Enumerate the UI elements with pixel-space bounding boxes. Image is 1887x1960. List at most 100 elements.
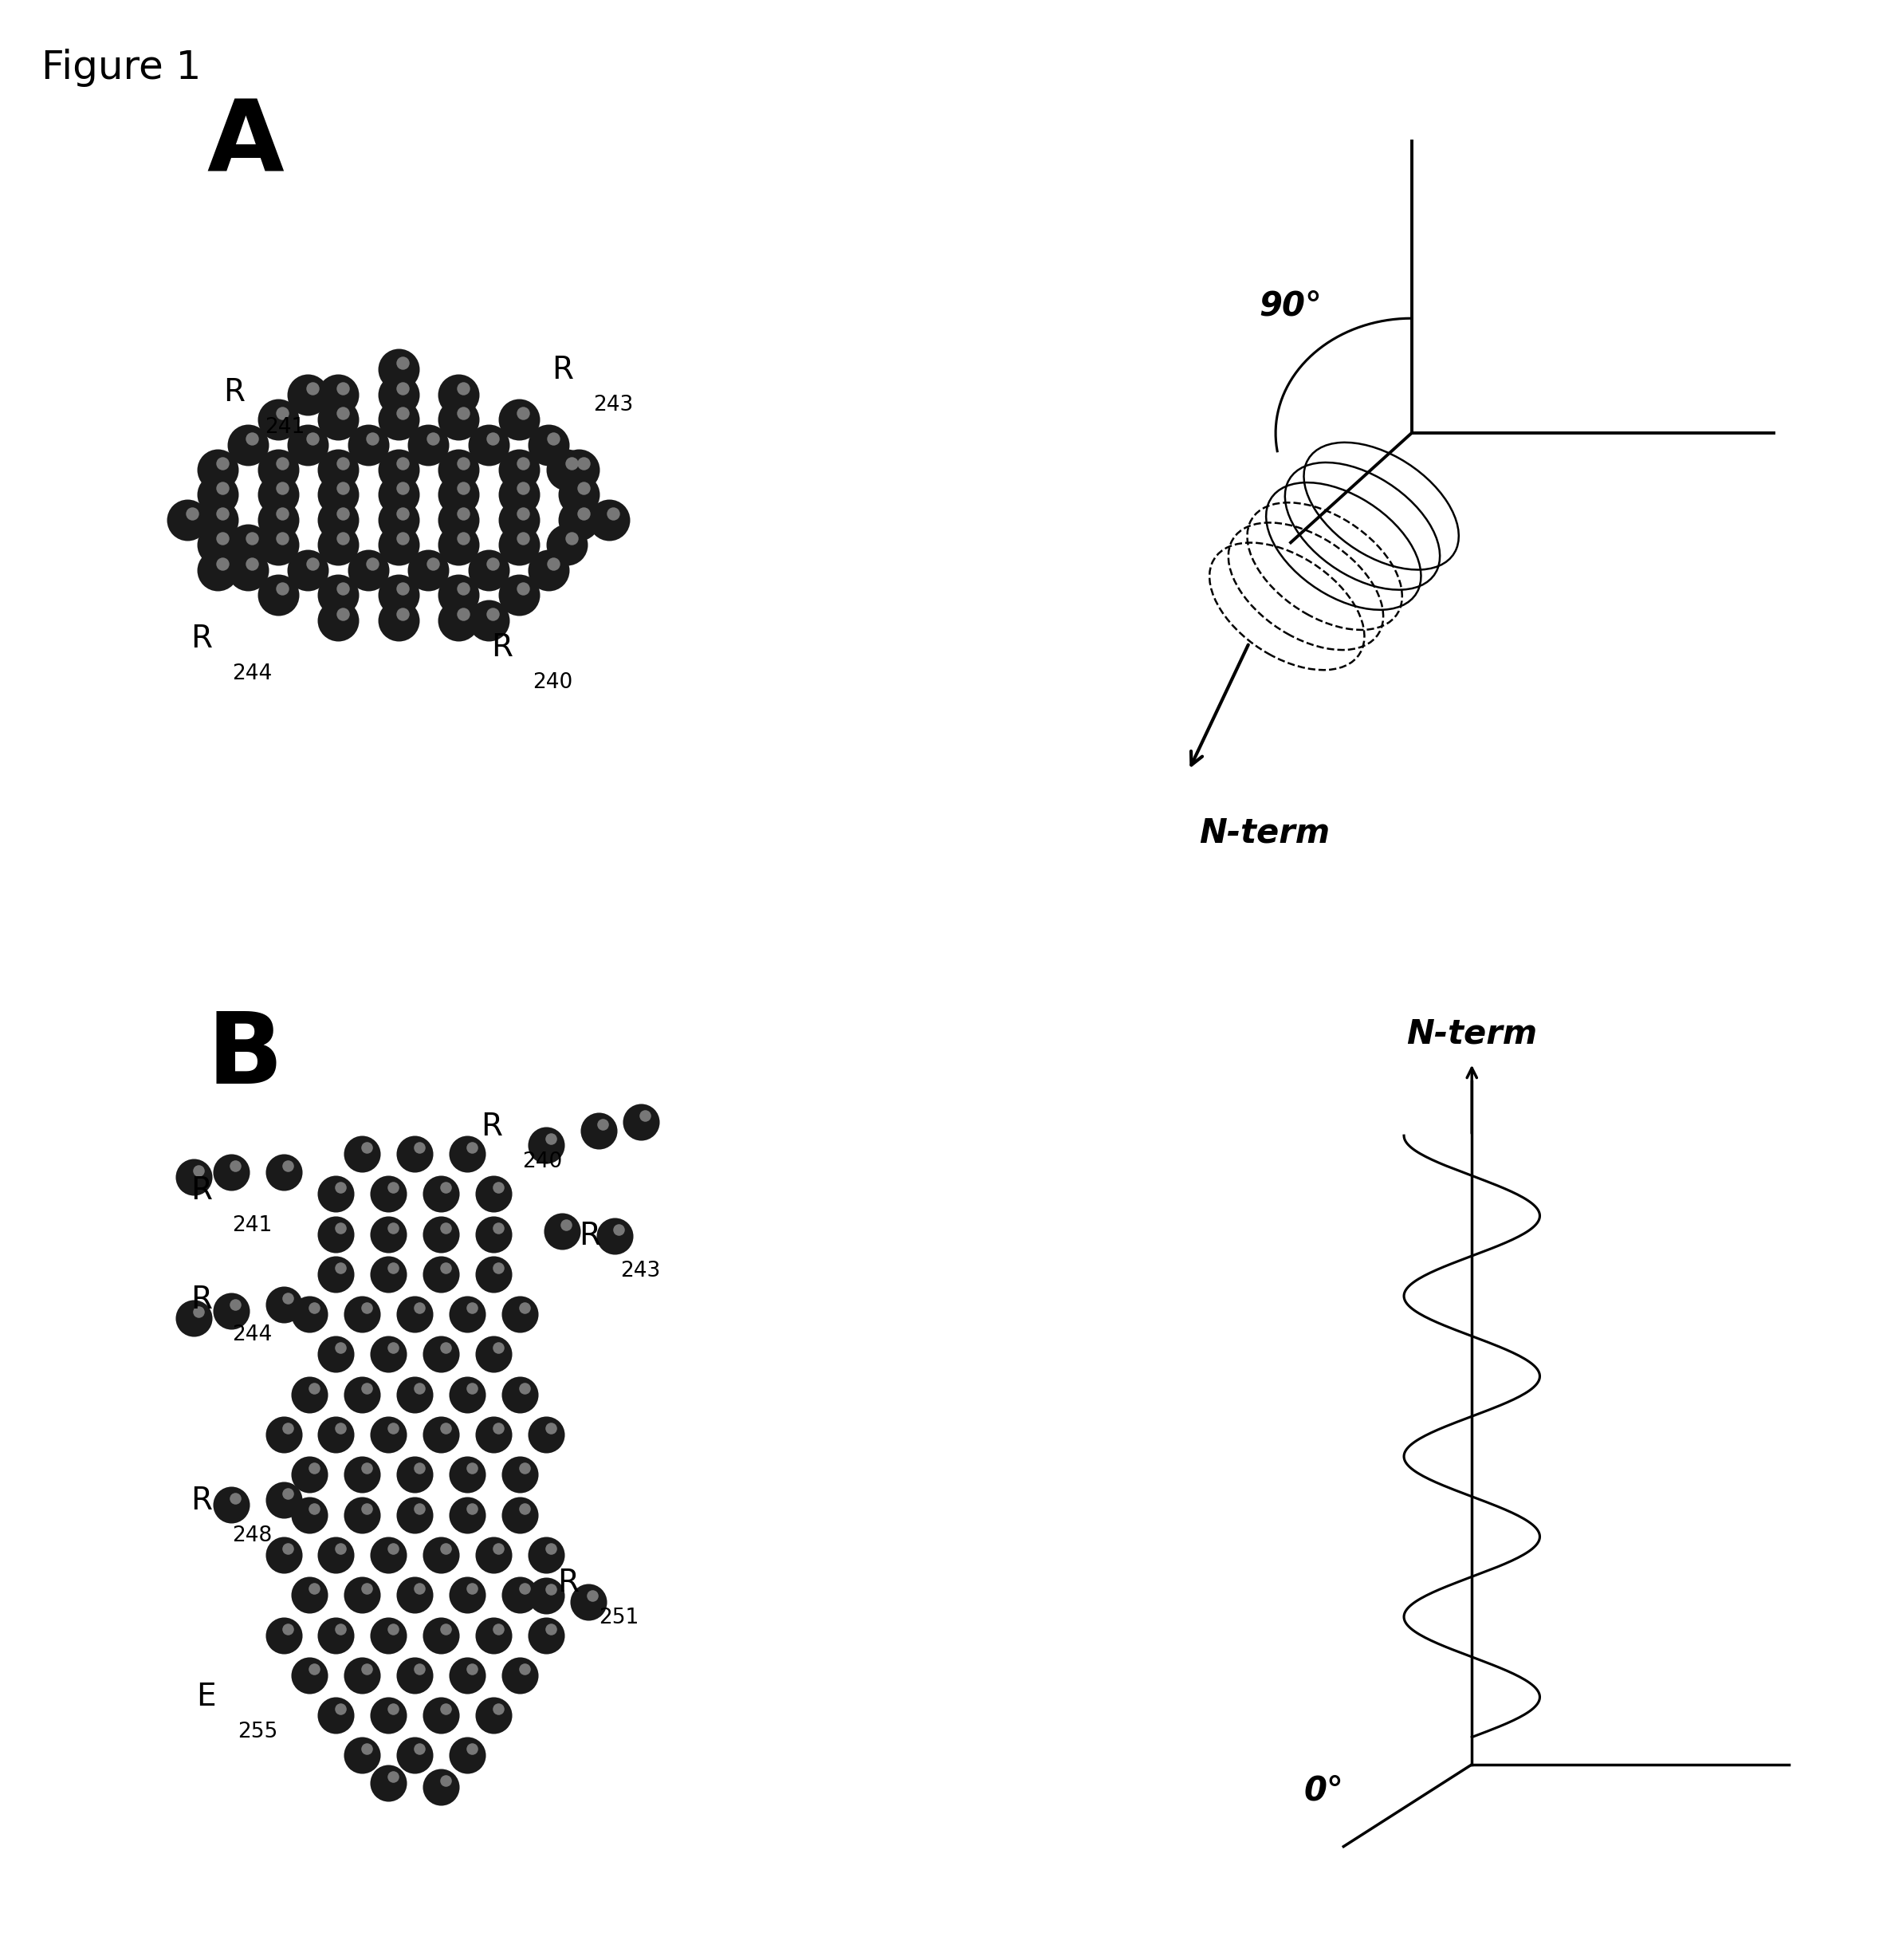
Point — [232, 555, 262, 586]
Point — [479, 1219, 509, 1250]
Point — [274, 1533, 304, 1564]
Point — [325, 1211, 355, 1243]
Point — [294, 1378, 325, 1409]
Point — [426, 1258, 457, 1290]
Point — [589, 1109, 619, 1141]
Point — [530, 1580, 560, 1611]
Point — [443, 504, 474, 535]
Point — [457, 1494, 487, 1525]
Point — [598, 498, 628, 529]
Text: 241: 241 — [232, 1215, 272, 1237]
Point — [374, 1768, 404, 1799]
Text: R: R — [191, 1286, 211, 1315]
Point — [443, 378, 474, 410]
Point — [430, 1211, 460, 1243]
Point — [347, 1499, 377, 1531]
Point — [221, 1288, 251, 1319]
Point — [353, 555, 383, 586]
Text: A: A — [208, 96, 283, 192]
Point — [383, 378, 413, 410]
Point — [268, 498, 298, 529]
Text: Figure 1: Figure 1 — [42, 49, 202, 88]
Text: 248: 248 — [232, 1525, 272, 1546]
Point — [404, 1494, 434, 1525]
Point — [426, 1339, 457, 1370]
Point — [268, 523, 298, 555]
Point — [387, 347, 417, 378]
Point — [400, 1499, 430, 1531]
Point — [453, 1458, 483, 1490]
Point — [323, 455, 353, 486]
Point — [383, 455, 413, 486]
Point — [208, 472, 238, 504]
Point — [453, 1499, 483, 1531]
Point — [383, 353, 413, 384]
Point — [268, 572, 298, 604]
Point — [202, 504, 232, 535]
Point — [509, 1372, 540, 1403]
Point — [177, 498, 208, 529]
Point — [453, 1740, 483, 1772]
Point — [447, 598, 477, 629]
Point — [453, 1378, 483, 1409]
Text: R: R — [551, 355, 574, 384]
Point — [325, 1252, 355, 1284]
Point — [377, 1252, 408, 1284]
Point — [377, 1211, 408, 1243]
Point — [443, 529, 474, 561]
Point — [568, 498, 598, 529]
Point — [377, 1413, 408, 1445]
Point — [447, 447, 477, 478]
Point — [430, 1766, 460, 1797]
Point — [387, 523, 417, 555]
Text: 251: 251 — [598, 1607, 638, 1629]
Point — [477, 598, 508, 629]
Point — [457, 1131, 487, 1162]
Point — [504, 478, 534, 510]
Point — [530, 1419, 560, 1450]
Point — [202, 478, 232, 510]
Point — [504, 504, 534, 535]
Point — [262, 529, 292, 561]
Point — [268, 1419, 298, 1450]
Point — [383, 529, 413, 561]
Point — [215, 1296, 245, 1327]
Text: R: R — [481, 1111, 502, 1143]
Point — [547, 1215, 577, 1247]
Point — [447, 572, 477, 604]
Point — [504, 580, 534, 612]
Point — [483, 1413, 513, 1445]
Point — [351, 1372, 381, 1403]
Point — [351, 1574, 381, 1605]
Point — [474, 429, 504, 461]
Point — [357, 547, 387, 578]
Point — [457, 1574, 487, 1605]
Point — [509, 1652, 540, 1684]
Point — [374, 1178, 404, 1209]
Point — [479, 1178, 509, 1209]
Point — [208, 447, 238, 478]
Point — [347, 1139, 377, 1170]
Point — [262, 478, 292, 510]
Point — [483, 1693, 513, 1725]
Point — [404, 1452, 434, 1484]
Point — [323, 504, 353, 535]
Point — [274, 1413, 304, 1445]
Point — [508, 498, 538, 529]
Point — [292, 555, 323, 586]
Point — [208, 523, 238, 555]
Point — [530, 1619, 560, 1650]
Point — [374, 1219, 404, 1250]
Point — [202, 455, 232, 486]
Point — [530, 1129, 560, 1160]
Point — [630, 1100, 660, 1131]
Text: 241: 241 — [264, 417, 306, 437]
Point — [504, 404, 534, 435]
Point — [430, 1693, 460, 1725]
Point — [479, 1699, 509, 1731]
Point — [383, 404, 413, 435]
Point — [377, 1172, 408, 1203]
Text: 244: 244 — [232, 1325, 272, 1345]
Point — [551, 455, 581, 486]
Point — [568, 472, 598, 504]
